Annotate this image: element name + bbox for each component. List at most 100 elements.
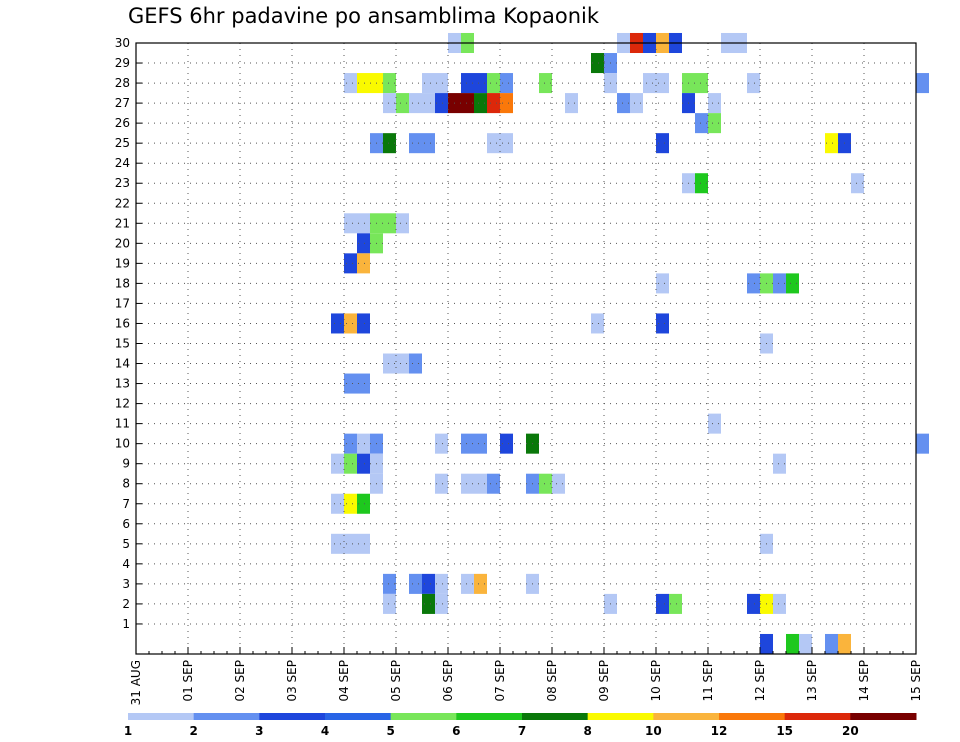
heatmap-cell [656, 73, 669, 94]
colorbar-swatch [653, 713, 720, 720]
y-tick-label: 10 [115, 437, 130, 451]
y-tick-label: 4 [122, 557, 130, 571]
heatmap-cell [422, 593, 435, 614]
heatmap-cell [435, 593, 448, 614]
heatmap-cell [487, 93, 500, 114]
colorbar: 1 2 3 4 5 6 7 8 10 12 15 20 [124, 713, 917, 738]
y-tick-label: 22 [115, 196, 130, 210]
y-tick-label: 21 [115, 216, 130, 230]
y-tick-label: 5 [122, 537, 130, 551]
chart-title: GEFS 6hr padavine po ansamblima Kopaonik [128, 4, 600, 28]
colorbar-label: 5 [386, 724, 394, 738]
y-tick-label: 12 [115, 397, 130, 411]
heatmap-cell [539, 73, 552, 94]
heatmap-cell [331, 493, 344, 514]
x-tick-label: 14 SEP [857, 660, 871, 702]
heatmap-cell [435, 473, 448, 494]
y-tick-label: 28 [115, 76, 130, 90]
heatmap-cell [344, 253, 357, 274]
x-tick-label: 15 SEP [909, 660, 923, 702]
heatmap-cell [617, 93, 630, 114]
colorbar-swatch [259, 713, 326, 720]
y-tick-label: 30 [115, 36, 130, 50]
heatmap-cell [695, 173, 708, 194]
heatmap-cell [487, 133, 500, 154]
heatmap-cell [630, 93, 643, 114]
heatmap-cell [656, 133, 669, 154]
heatmap-cell [773, 453, 786, 474]
heatmap-cell [591, 313, 604, 334]
heatmap-cell [474, 433, 487, 454]
heatmap-cell [500, 433, 513, 454]
heatmap-cell [396, 353, 409, 374]
y-tick-label: 29 [115, 56, 130, 70]
x-tick-label: 01 SEP [181, 660, 195, 702]
heatmap-cell [383, 73, 396, 94]
heatmap-cell [500, 93, 513, 114]
colorbar-label: 10 [645, 724, 662, 738]
grid-lines [136, 43, 916, 654]
heatmap-cell [747, 593, 760, 614]
heatmap-cell [695, 113, 708, 134]
heatmap-cell [435, 93, 448, 114]
heatmap-cell [474, 573, 487, 594]
y-tick-label: 15 [115, 336, 130, 350]
colorbar-label: 1 [124, 724, 132, 738]
heatmap-cell [344, 453, 357, 474]
heatmap-cell [708, 113, 721, 134]
colorbar-label: 20 [842, 724, 859, 738]
colorbar-label: 15 [776, 724, 793, 738]
heatmap-cell [474, 93, 487, 114]
colorbar-swatch [456, 713, 523, 720]
y-tick-label: 17 [115, 296, 130, 310]
heatmap-cell [786, 633, 799, 654]
heatmap-cell [344, 313, 357, 334]
heatmap-cell [357, 313, 370, 334]
heatmap-cell [461, 93, 474, 114]
heatmap-cell [344, 73, 357, 94]
heatmap-cell [656, 593, 669, 614]
heatmap-cell [383, 593, 396, 614]
y-tick-label: 11 [115, 417, 130, 431]
heatmap-cell [331, 533, 344, 554]
y-tick-label: 14 [115, 357, 130, 371]
y-tick-label: 1 [122, 617, 130, 631]
heatmap-cell [383, 213, 396, 234]
heatmap-cell [435, 433, 448, 454]
x-tick-label: 07 SEP [493, 660, 507, 702]
heatmap-cell [760, 633, 773, 654]
heatmap-cell [344, 433, 357, 454]
heatmap-cell [344, 493, 357, 514]
heatmap-cell [565, 93, 578, 114]
heatmap-cell [383, 353, 396, 374]
heatmap-cell [331, 453, 344, 474]
heatmap-cell [474, 73, 487, 94]
y-tick-label: 18 [115, 276, 130, 290]
heatmap-cell [747, 273, 760, 294]
heatmap-cell [435, 73, 448, 94]
y-tick-label: 9 [122, 457, 130, 471]
heatmap-cell [916, 433, 929, 454]
heatmap-cell [357, 373, 370, 394]
y-tick-label: 8 [122, 477, 130, 491]
heatmap-cell [357, 73, 370, 94]
plot-frame [135, 42, 917, 655]
y-tick-label: 19 [115, 256, 130, 270]
y-tick-label: 16 [115, 316, 130, 330]
y-axis-ticks: 1234567891011121314151617181920212223242… [115, 36, 142, 631]
heatmap-cell [500, 133, 513, 154]
colorbar-label: 7 [518, 724, 526, 738]
heatmap-cell [591, 53, 604, 74]
x-tick-label: 13 SEP [805, 660, 819, 702]
colorbar-swatch [390, 713, 457, 720]
y-tick-label: 27 [115, 96, 130, 110]
y-tick-label: 6 [122, 517, 130, 531]
heatmap-cell [357, 253, 370, 274]
heatmap-cell [383, 133, 396, 154]
x-tick-label: 31 AUG [129, 660, 143, 705]
heatmap-cell [461, 473, 474, 494]
heatmap-cell [435, 573, 448, 594]
heatmap-cell [799, 633, 812, 654]
colorbar-swatch [784, 713, 851, 720]
